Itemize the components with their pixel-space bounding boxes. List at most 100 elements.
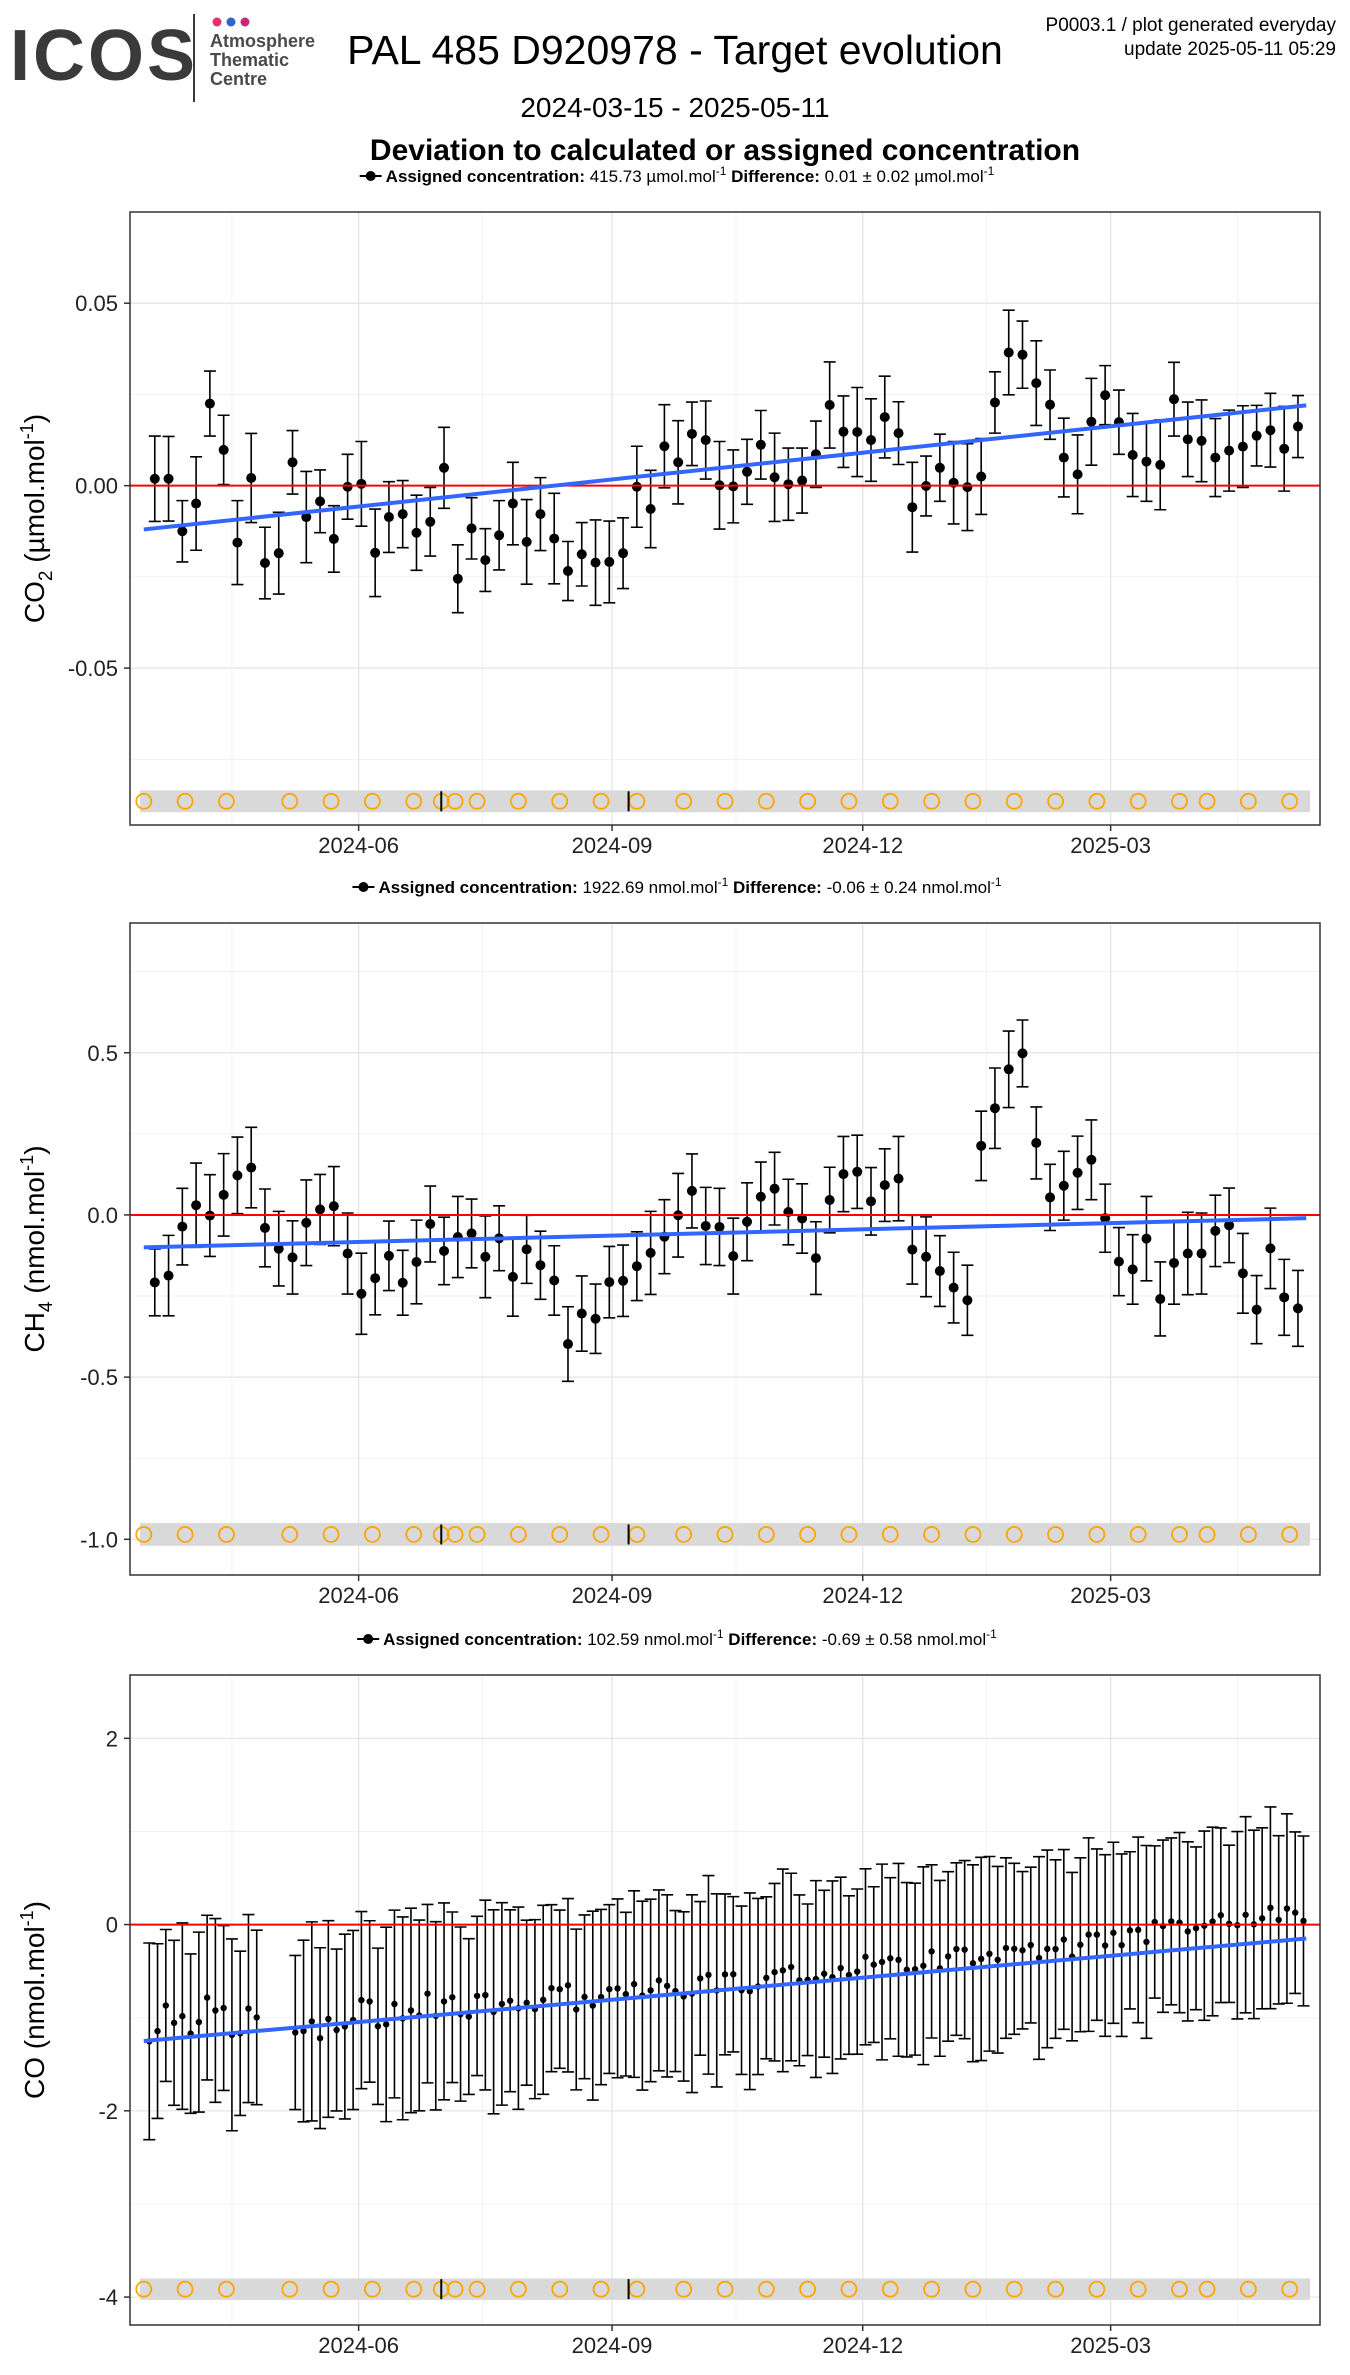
data-point xyxy=(755,1191,766,1202)
data-point xyxy=(948,1282,959,1293)
data-point xyxy=(1196,435,1207,446)
data-point xyxy=(976,471,987,482)
calibration-marker xyxy=(551,1526,569,1543)
legend-difference-value: -0.06 ± 0.24 nmol.mol xyxy=(822,878,991,897)
calibration-marker xyxy=(364,792,381,810)
x-tick-label: 2024-12 xyxy=(822,833,903,858)
data-point xyxy=(356,478,367,489)
data-point xyxy=(755,439,766,450)
data-point xyxy=(253,2014,260,2021)
calibration-marker xyxy=(176,1526,194,1543)
data-point xyxy=(1210,452,1221,463)
data-point xyxy=(535,509,546,520)
y-axis-label-unit: (µmol.mol xyxy=(19,439,50,570)
calibration-marker xyxy=(1198,792,1216,810)
data-point xyxy=(1209,1918,1216,1925)
data-point xyxy=(879,1180,890,1191)
data-point xyxy=(439,1245,450,1256)
data-point xyxy=(1184,1928,1191,1935)
data-point xyxy=(1182,434,1193,445)
data-point xyxy=(539,1996,547,2004)
data-point xyxy=(287,1252,298,1263)
data-point xyxy=(1110,1929,1117,1936)
calibration-marker xyxy=(1171,1526,1188,1543)
data-point xyxy=(273,1243,284,1254)
data-point xyxy=(631,481,642,492)
legend-marker xyxy=(357,1634,380,1644)
calibration-marker xyxy=(218,2280,235,2298)
legend-exponent: -1 xyxy=(718,875,729,889)
data-point xyxy=(934,462,945,473)
calibration-marker xyxy=(675,2280,693,2298)
panel-ch4: 0.5 0.0 -0.5 -1.0 2024-06 2024-09 2024-12 2025-… xyxy=(17,875,1321,1608)
data-point xyxy=(407,2007,415,2014)
logo-text: ICOS xyxy=(10,16,198,96)
data-point xyxy=(170,2019,178,2027)
data-point xyxy=(333,2026,340,2034)
data-point xyxy=(301,1217,312,1228)
data-point xyxy=(1237,1268,1248,1279)
y-axis-label-gas: CH xyxy=(19,1312,50,1352)
data-point xyxy=(852,1166,863,1177)
data-point xyxy=(769,1183,780,1194)
calibration-marker xyxy=(446,2280,464,2298)
data-point xyxy=(1300,1917,1307,1925)
calibration-marker xyxy=(675,1526,693,1543)
calibration-marker xyxy=(1129,1526,1147,1543)
data-point xyxy=(506,1997,514,2004)
data-point xyxy=(824,1195,835,1206)
calibration-marker xyxy=(1281,1526,1299,1543)
trend-line xyxy=(143,403,1307,532)
calibration-marker xyxy=(510,1526,527,1543)
legend-exponent: -1 xyxy=(716,164,727,178)
legend: Assigned concentration: 102.59 nmol.mol-… xyxy=(383,1627,997,1649)
data-point xyxy=(382,2021,390,2028)
logo-sub-line: Atmosphere xyxy=(210,31,315,51)
legend-difference-label: Difference: xyxy=(733,878,822,897)
calibration-marker xyxy=(840,792,858,810)
calibration-marker xyxy=(405,1526,423,1543)
data-point xyxy=(907,1244,918,1255)
data-point xyxy=(1019,1947,1026,1954)
data-point xyxy=(1251,430,1262,441)
data-point xyxy=(246,1162,257,1173)
data-point xyxy=(1003,1064,1014,1075)
data-point xyxy=(1283,1905,1291,1912)
data-point xyxy=(631,1261,642,1272)
data-point xyxy=(962,482,973,493)
data-point xyxy=(1031,1137,1042,1148)
data-point xyxy=(721,1971,729,1978)
data-point xyxy=(870,1961,877,1968)
y-tick-label: 0 xyxy=(106,1913,118,1938)
data-point xyxy=(342,481,353,492)
data-point xyxy=(969,1960,977,1967)
legend-exponent: -1 xyxy=(986,1627,997,1641)
data-point xyxy=(895,1956,902,1964)
logo-dot xyxy=(226,17,236,27)
y-tick-label: 0.0 xyxy=(87,1203,118,1228)
data-point xyxy=(697,1975,704,1982)
data-point xyxy=(1011,1945,1018,1952)
y-axis-label-exponent: -1 xyxy=(17,423,37,439)
calibration-marker xyxy=(322,1526,340,1543)
data-point xyxy=(218,1189,229,1200)
data-point xyxy=(606,1985,613,1993)
legend-difference-value: 0.01 ± 0.02 µmol.mol xyxy=(820,167,984,186)
legend-difference-label: Difference: xyxy=(731,167,820,186)
data-point xyxy=(604,556,615,567)
data-point xyxy=(562,566,573,577)
data-point xyxy=(878,1958,886,1966)
legend-assigned-value: 1922.69 nmol.mol xyxy=(578,878,718,897)
data-point xyxy=(1072,1167,1083,1178)
y-axis-label-close: ) xyxy=(19,1145,50,1154)
calibration-marker xyxy=(923,1526,940,1543)
data-point xyxy=(763,1974,770,1982)
calibration-marker xyxy=(1088,1526,1106,1543)
data-point xyxy=(1258,1915,1266,1922)
calibration-marker xyxy=(1239,1526,1257,1543)
plot-title: PAL 485 D920978 - Target evolution xyxy=(347,27,1003,73)
data-point xyxy=(245,2005,252,2012)
y-tick-label: -2 xyxy=(98,2099,118,2124)
